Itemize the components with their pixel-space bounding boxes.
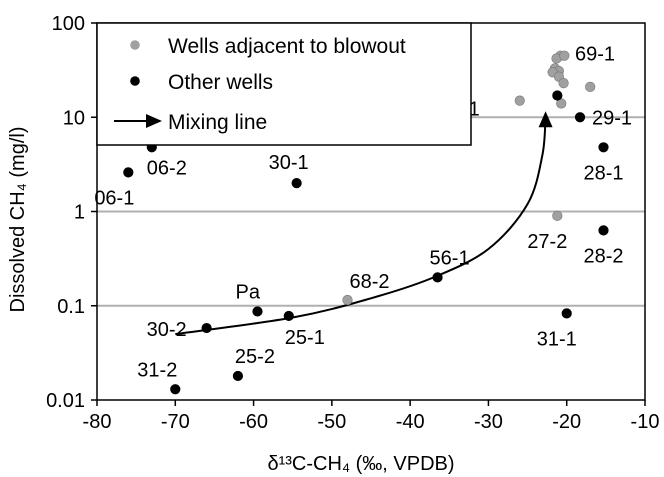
y-tick-label: 0.01	[46, 390, 85, 412]
point-label: 06-2	[147, 157, 187, 179]
adjacent-well-point	[553, 211, 563, 221]
y-tick-label: 10	[63, 107, 85, 129]
y-axis-title: Dissolved CH₄ (mg/l)	[7, 127, 29, 313]
legend-black-dot-icon	[130, 76, 140, 86]
other-well-point	[599, 142, 609, 152]
point-label: 30-2	[147, 319, 187, 341]
adjacent-well-point	[585, 82, 595, 92]
adjacent-well-point	[560, 51, 570, 61]
x-tick-label: -80	[83, 411, 112, 433]
x-tick-label: -20	[552, 411, 581, 433]
y-tick-label: 0.1	[57, 296, 85, 318]
point-label: 25-2	[235, 346, 275, 368]
legend-label: Mixing line	[168, 111, 267, 134]
other-well-point	[553, 91, 563, 101]
point-label: 69-1	[575, 43, 615, 65]
point-label: 31-2	[137, 359, 177, 381]
adjacent-well-point	[515, 96, 525, 106]
legend: Wells adjacent to blowout Other wells Mixi…	[97, 23, 471, 145]
other-well-point	[202, 323, 212, 333]
point-label: 06-1	[94, 187, 134, 209]
other-well-point	[284, 311, 294, 321]
other-well-point	[575, 112, 585, 122]
legend-label: Other wells	[168, 71, 273, 94]
adjacent-well-point	[559, 78, 569, 88]
point-label: Pa	[235, 281, 260, 303]
other-well-point	[233, 371, 243, 381]
mixing-line-arrowhead	[539, 111, 553, 127]
other-well-point	[253, 307, 263, 317]
x-tick-label: -70	[161, 411, 190, 433]
mixing-line	[175, 115, 545, 334]
other-well-point	[292, 178, 302, 188]
other-well-point	[599, 226, 609, 236]
point-label: 30-1	[269, 152, 309, 174]
y-tick-label: 1	[74, 202, 85, 224]
point-label: 56-1	[430, 247, 470, 269]
other-well-point	[562, 309, 572, 319]
other-well-point	[433, 273, 443, 283]
point-label: 29-1	[592, 107, 632, 129]
y-tick-label: 100	[52, 13, 85, 35]
x-tick-label: -50	[317, 411, 346, 433]
point-label: 28-2	[584, 245, 624, 267]
legend-label: Wells adjacent to blowout	[168, 35, 406, 58]
other-well-point	[124, 168, 134, 178]
x-axis-title: δ¹³C-CH₄ (‰, VPDB)	[267, 453, 454, 475]
point-label: 28-1	[584, 162, 624, 184]
x-tick-label: -60	[239, 411, 268, 433]
x-tick-label: -30	[474, 411, 503, 433]
x-tick-label: -10	[631, 411, 660, 433]
point-label: 27-2	[527, 231, 567, 253]
point-label: 25-1	[285, 327, 325, 349]
point-label: 68-2	[350, 271, 390, 293]
y-axis-ticks: 0.01 0.1 1 10 100	[46, 13, 97, 412]
x-axis-ticks: -80 -70 -60 -50 -40 -30 -20 -10	[83, 400, 660, 433]
x-tick-label: -40	[396, 411, 425, 433]
point-label: 31-1	[537, 328, 577, 350]
legend-gray-dot-icon	[130, 40, 140, 50]
adjacent-well-point	[343, 295, 353, 305]
other-well-point	[170, 384, 180, 394]
